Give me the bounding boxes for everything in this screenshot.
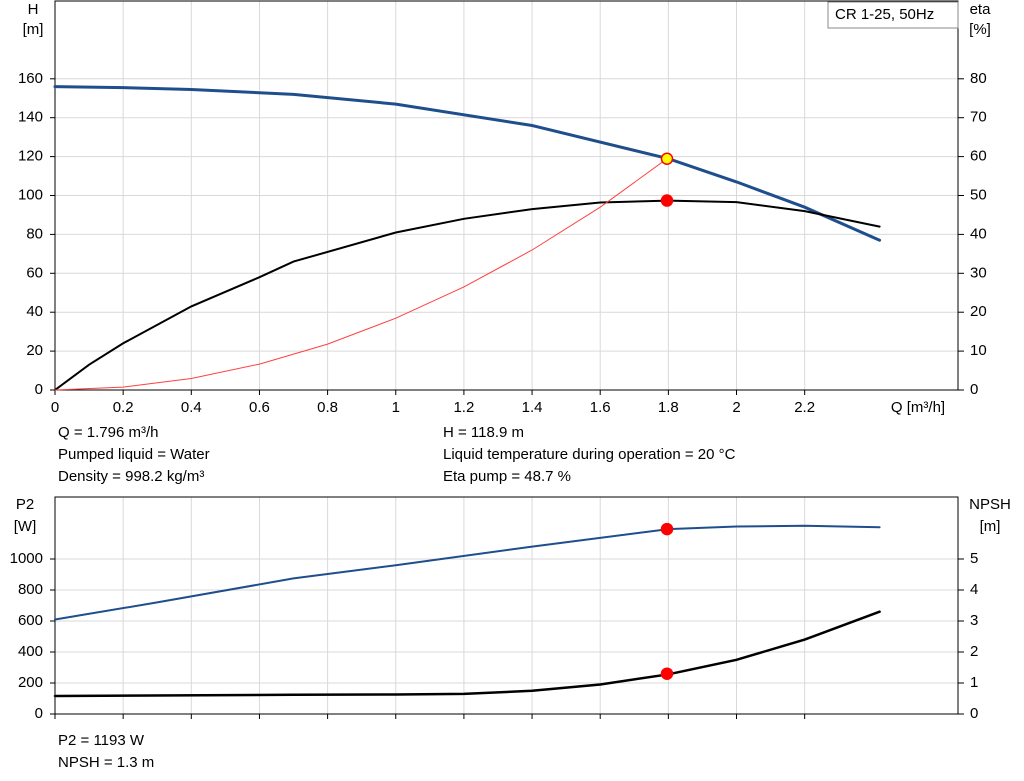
y2-tick-label: 70 [970, 109, 987, 126]
y-tick-label: 0 [35, 705, 43, 722]
x-tick-label: 0.8 [317, 399, 338, 416]
y-tick-label: 100 [18, 186, 43, 203]
legend-box [827, 1, 959, 29]
y2-tick-label: 0 [970, 705, 978, 722]
duty-point [660, 194, 674, 207]
y2-tick-label: 40 [970, 225, 987, 242]
y2-tick-label: 5 [970, 550, 978, 567]
y2-tick-label: 10 [970, 342, 987, 359]
y2-tick-label: 1 [970, 674, 978, 691]
y-tick-label: 160 [18, 70, 43, 87]
x-tick-label: 2 [732, 399, 740, 416]
y-tick-label: 800 [18, 581, 43, 598]
curve [54, 199, 881, 391]
y-tick-label: 80 [26, 225, 43, 242]
y-axis-unit: [W] [14, 518, 37, 535]
info-text: Pumped liquid = Water [58, 446, 210, 463]
x-tick-label: 0.4 [181, 399, 202, 416]
plot-frame [54, 496, 959, 715]
info-text: Eta pump = 48.7 % [443, 468, 571, 485]
y-tick-label: 20 [26, 342, 43, 359]
y-tick-label: 120 [18, 148, 43, 165]
y-tick-label: 0 [35, 381, 43, 398]
duty-point [660, 152, 674, 165]
y2-tick-label: 60 [970, 148, 987, 165]
y2-axis-unit: [m] [980, 518, 1001, 535]
curve [54, 524, 881, 621]
x-axis-label: Q [m³/h] [891, 399, 945, 416]
x-tick-label: 0 [51, 399, 59, 416]
x-tick-label: 0.6 [249, 399, 270, 416]
duty-point [660, 667, 674, 680]
x-tick-label: 1.8 [658, 399, 679, 416]
y-tick-label: 600 [18, 612, 43, 629]
x-tick-label: 1.2 [453, 399, 474, 416]
y2-tick-label: 0 [970, 381, 978, 398]
y-tick-label: 40 [26, 303, 43, 320]
y2-tick-label: 50 [970, 186, 987, 203]
y-tick-label: 400 [18, 643, 43, 660]
info-text: Q = 1.796 m³/h [58, 424, 158, 441]
y2-axis-unit: [%] [969, 21, 991, 38]
curve [53, 610, 881, 698]
y-tick-label: 200 [18, 674, 43, 691]
y2-tick-label: 20 [970, 303, 987, 320]
info-text: NPSH = 1.3 m [58, 754, 154, 771]
info-text: H = 118.9 m [443, 424, 524, 441]
y2-axis-label: NPSH [969, 496, 1011, 513]
y2-axis-label: eta [970, 1, 992, 18]
duty-point [660, 522, 674, 536]
y-tick-label: 60 [26, 264, 43, 281]
x-tick-label: 1.4 [522, 399, 543, 416]
y-axis-label: P2 [16, 496, 34, 513]
x-tick-label: 2.2 [794, 399, 815, 416]
info-text: Liquid temperature during operation = 20… [443, 446, 736, 463]
y2-tick-label: 80 [970, 70, 987, 87]
x-tick-label: 0.2 [113, 399, 134, 416]
x-tick-label: 1.6 [590, 399, 611, 416]
legend-text: CR 1-25, 50Hz [835, 6, 934, 23]
info-text: P2 = 1193 W [58, 732, 145, 749]
y-tick-label: 140 [18, 109, 43, 126]
y-tick-label: 1000 [10, 550, 43, 567]
info-text: Density = 998.2 kg/m³ [58, 468, 204, 485]
y-axis-unit: [m] [23, 21, 44, 38]
y2-tick-label: 3 [970, 612, 978, 629]
y2-tick-label: 4 [970, 581, 978, 598]
y-axis-label: H [28, 1, 39, 18]
plot-frame [54, 0, 959, 391]
y2-tick-label: 2 [970, 643, 978, 660]
curve [54, 158, 668, 391]
x-tick-label: 1 [392, 399, 400, 416]
y2-tick-label: 30 [970, 264, 987, 281]
curve [53, 85, 882, 242]
